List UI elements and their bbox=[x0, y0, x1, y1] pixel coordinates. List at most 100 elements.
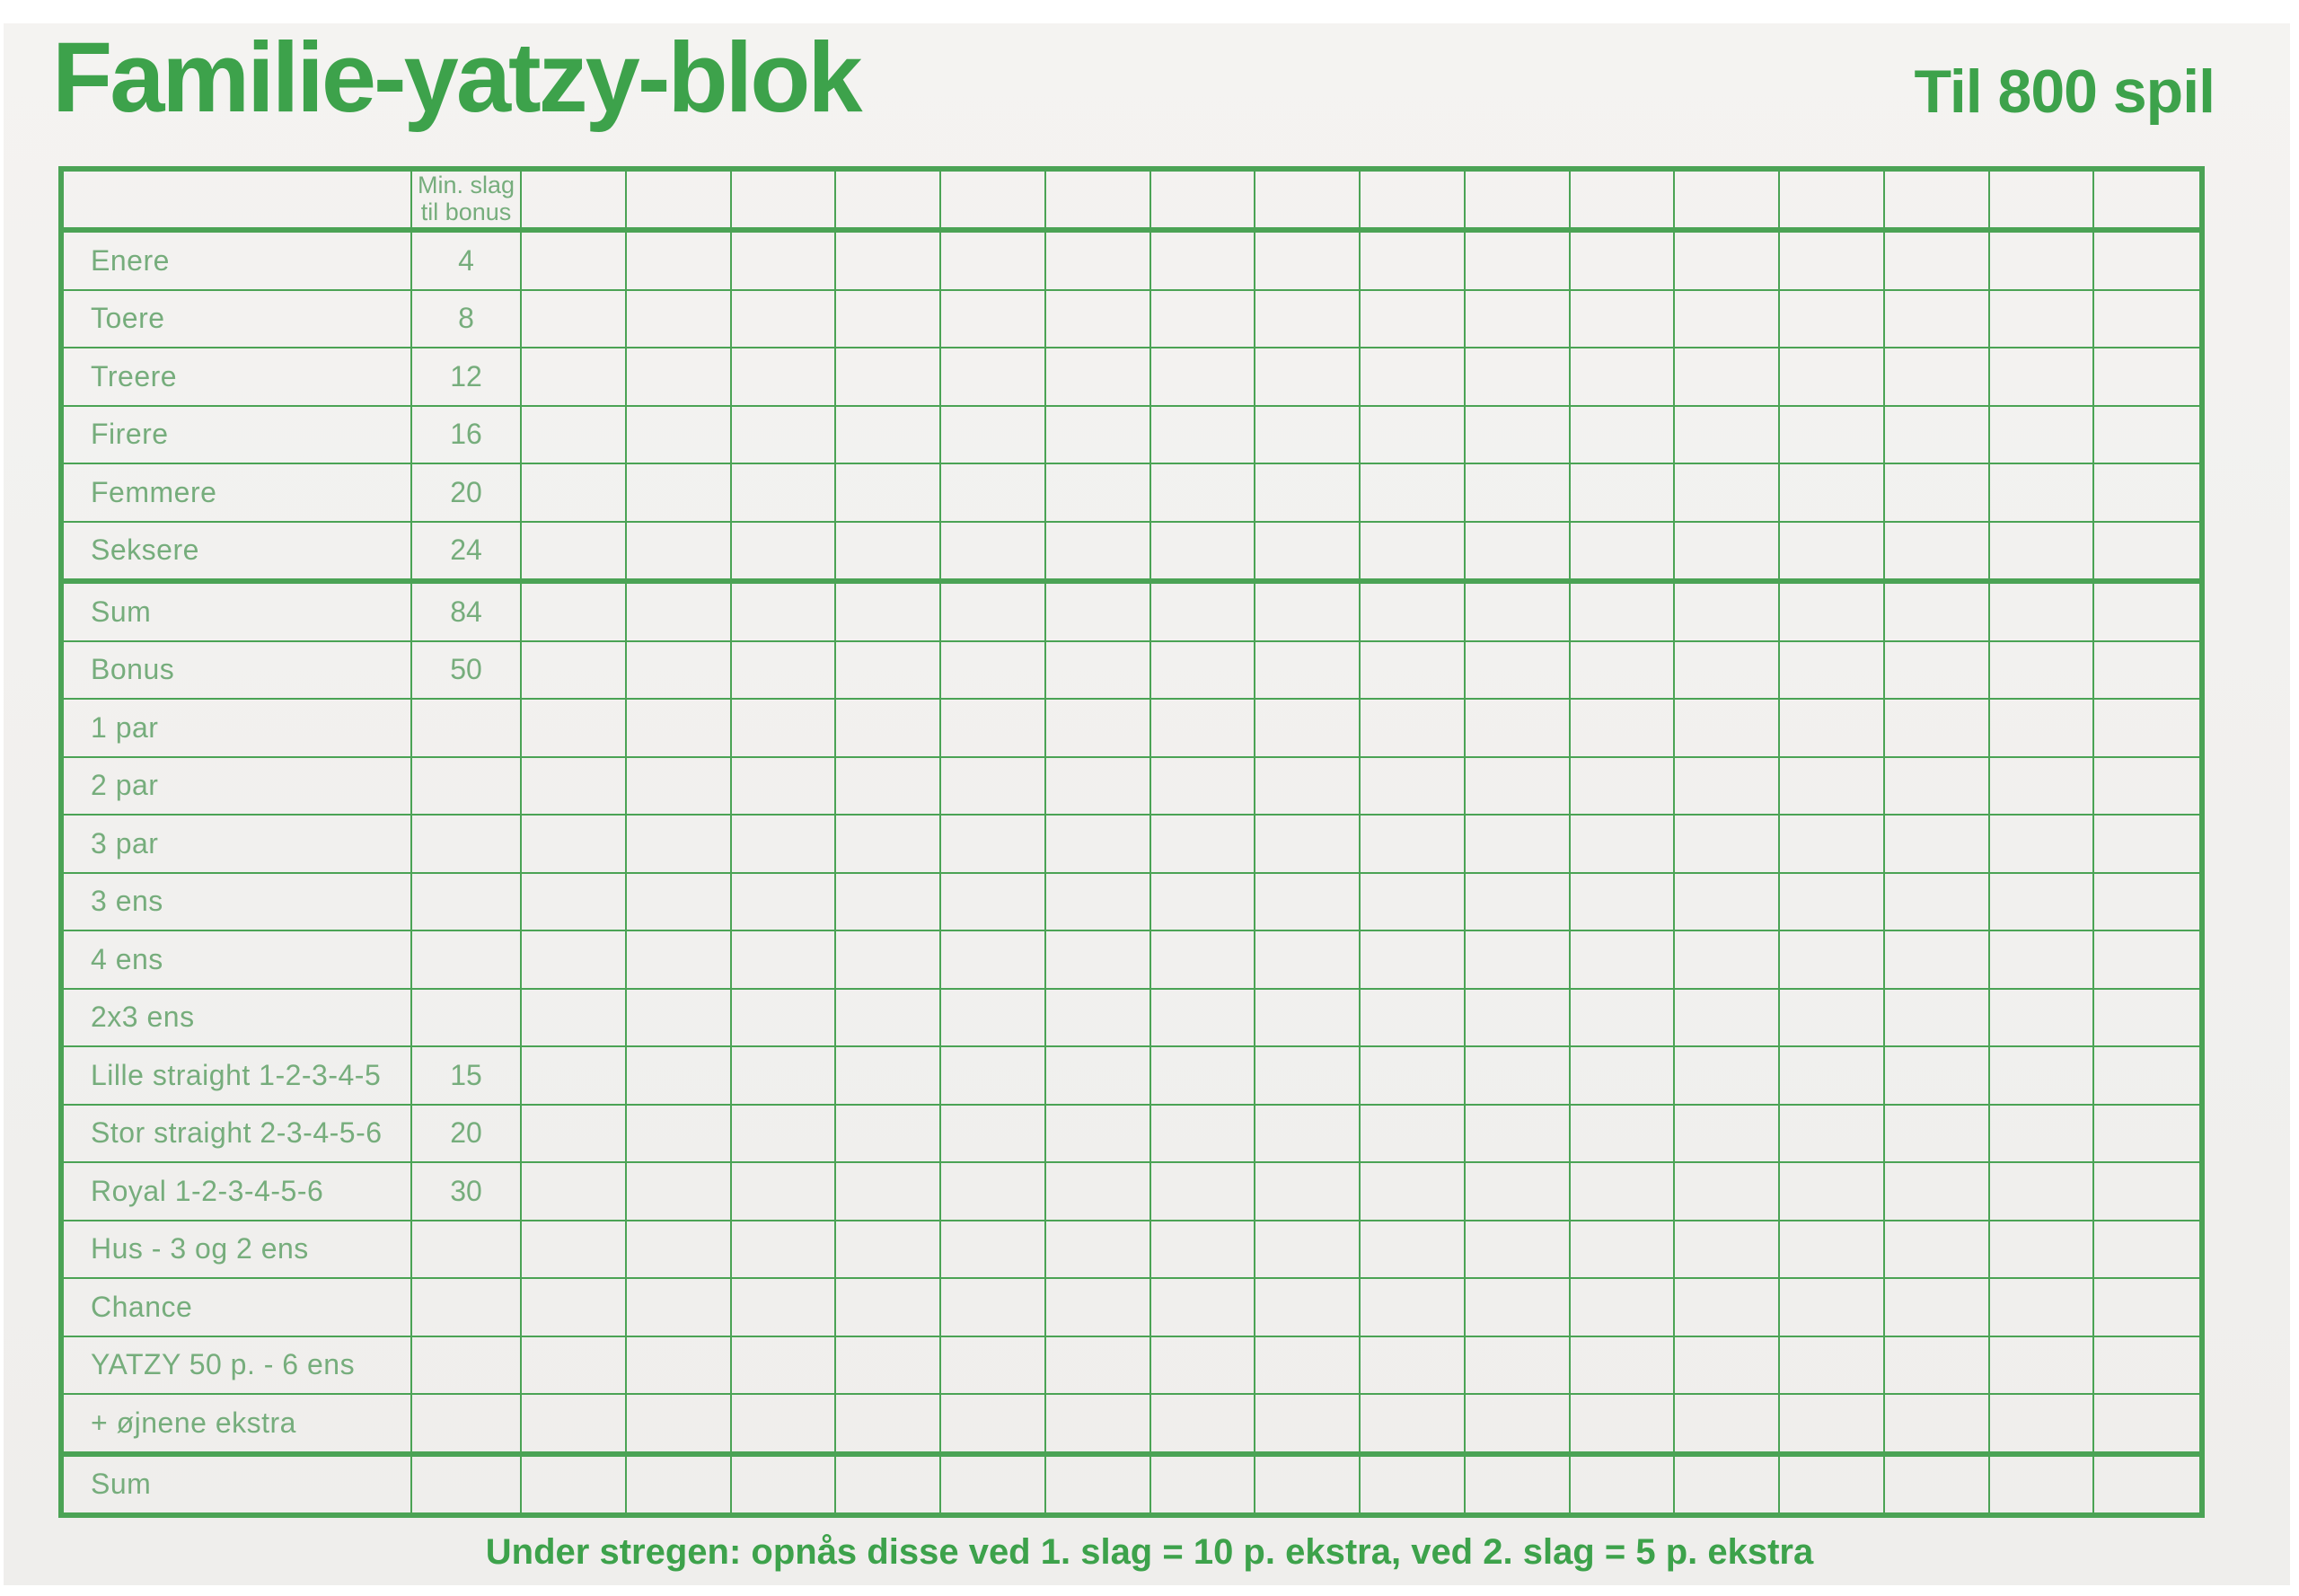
score-cell bbox=[1885, 1279, 1990, 1336]
score-cell bbox=[836, 1047, 941, 1104]
score-cell bbox=[1885, 290, 1990, 347]
table-row: Seksere 24 bbox=[64, 522, 2199, 584]
row-label: Bonus bbox=[64, 641, 412, 698]
score-cell bbox=[732, 1047, 837, 1104]
score-cell bbox=[1675, 584, 1780, 640]
table-row: 1 par bbox=[64, 700, 2199, 758]
score-cell bbox=[1255, 522, 1361, 578]
score-cell bbox=[836, 1395, 941, 1451]
score-cell bbox=[1466, 584, 1571, 640]
score-cell bbox=[836, 406, 941, 463]
score-cell bbox=[1361, 1163, 1466, 1220]
score-cell bbox=[836, 1105, 941, 1161]
score-cell bbox=[1571, 989, 1676, 1045]
score-cell bbox=[627, 1395, 732, 1451]
score-cell bbox=[836, 816, 941, 872]
score-cell bbox=[1990, 1221, 2095, 1277]
score-cell bbox=[1361, 757, 1466, 814]
score-cell bbox=[1361, 873, 1466, 930]
score-cell bbox=[1780, 1221, 1885, 1277]
score-cell bbox=[836, 464, 941, 521]
score-cell bbox=[1675, 348, 1780, 405]
score-cell bbox=[1675, 1047, 1780, 1104]
score-cell bbox=[941, 290, 1046, 347]
score-cell bbox=[1046, 1047, 1151, 1104]
score-cell bbox=[2094, 233, 2199, 289]
score-cell bbox=[1151, 989, 1256, 1045]
score-cell bbox=[1361, 816, 1466, 872]
score-cell bbox=[2094, 523, 2199, 579]
score-cell bbox=[522, 989, 627, 1045]
score-cell bbox=[627, 464, 732, 521]
score-cell bbox=[1046, 700, 1151, 756]
score-cell bbox=[941, 233, 1046, 289]
score-cell bbox=[1780, 1336, 1885, 1393]
score-cell bbox=[1361, 1336, 1466, 1393]
score-cell bbox=[1255, 1395, 1361, 1451]
row-label: Femmere bbox=[64, 464, 412, 521]
score-cell bbox=[1885, 700, 1990, 756]
score-cell bbox=[2094, 1047, 2199, 1104]
table-row: + øjnene ekstra bbox=[64, 1395, 2199, 1457]
score-cell bbox=[1780, 1047, 1885, 1104]
score-cell bbox=[1046, 757, 1151, 814]
score-cell bbox=[627, 348, 732, 405]
row-label: + øjnene ekstra bbox=[64, 1395, 412, 1451]
score-cell bbox=[836, 757, 941, 814]
score-cell bbox=[836, 584, 941, 640]
score-cell bbox=[1990, 1105, 2095, 1161]
bonus-value: 16 bbox=[412, 406, 522, 463]
score-cell bbox=[1255, 816, 1361, 872]
score-cell bbox=[1990, 1336, 2095, 1393]
score-cell bbox=[1675, 1105, 1780, 1161]
score-cell bbox=[1675, 1279, 1780, 1336]
score-cell bbox=[1255, 1336, 1361, 1393]
score-cell bbox=[1151, 873, 1256, 930]
score-column-header bbox=[1151, 172, 1256, 227]
score-cell bbox=[2094, 1337, 2199, 1394]
score-cell bbox=[1780, 641, 1885, 698]
score-cell bbox=[1571, 1336, 1676, 1393]
score-cell bbox=[522, 931, 627, 988]
score-cell bbox=[941, 989, 1046, 1045]
score-cell bbox=[1990, 641, 2095, 698]
score-cell bbox=[1571, 1221, 1676, 1277]
bonus-value bbox=[412, 1395, 522, 1451]
score-cell bbox=[627, 1279, 732, 1336]
score-cell bbox=[941, 522, 1046, 578]
score-cell bbox=[1990, 989, 2095, 1045]
row-label: Toere bbox=[64, 290, 412, 347]
score-cell bbox=[1885, 873, 1990, 930]
score-cell bbox=[1990, 464, 2095, 521]
score-cell bbox=[1361, 641, 1466, 698]
score-cell bbox=[1885, 989, 1990, 1045]
score-cell bbox=[522, 290, 627, 347]
score-cell bbox=[941, 1163, 1046, 1220]
score-cell bbox=[1675, 1221, 1780, 1277]
score-cell bbox=[1885, 464, 1990, 521]
score-cell bbox=[627, 757, 732, 814]
score-cell bbox=[732, 1279, 837, 1336]
score-cell bbox=[2094, 874, 2199, 930]
score-cell bbox=[732, 1395, 837, 1451]
score-cell bbox=[732, 522, 837, 578]
score-cell bbox=[1675, 700, 1780, 756]
score-cell bbox=[522, 1105, 627, 1161]
score-cell bbox=[1466, 233, 1571, 289]
bonus-value: 20 bbox=[412, 464, 522, 521]
score-cell bbox=[1046, 233, 1151, 289]
page-title: Familie-yatzy-blok bbox=[52, 22, 863, 133]
score-cell bbox=[1675, 290, 1780, 347]
row-label: Hus - 3 og 2 ens bbox=[64, 1221, 412, 1277]
score-column-header bbox=[1361, 172, 1466, 227]
score-cell bbox=[522, 641, 627, 698]
score-cell bbox=[1990, 700, 2095, 756]
score-cell bbox=[1990, 233, 2095, 289]
score-cell bbox=[732, 1105, 837, 1161]
table-row: 3 par bbox=[64, 816, 2199, 874]
score-cell bbox=[1466, 1456, 1571, 1512]
score-cell bbox=[1255, 1456, 1361, 1512]
score-cell bbox=[1255, 1279, 1361, 1336]
table-row: Lille straight 1-2-3-4-5 15 bbox=[64, 1047, 2199, 1106]
table-row: 2x3 ens bbox=[64, 989, 2199, 1047]
